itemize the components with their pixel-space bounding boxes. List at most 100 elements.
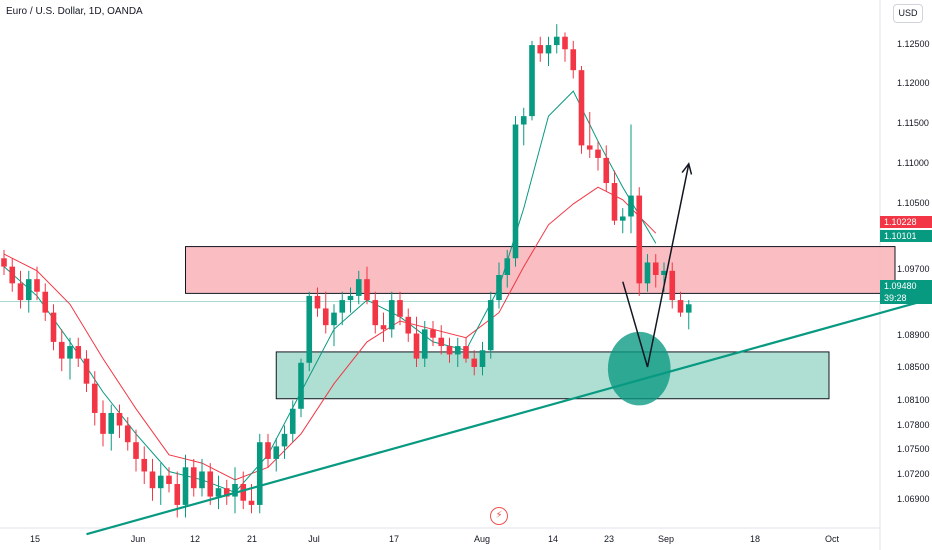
candle-body — [537, 45, 544, 54]
candle-body — [520, 116, 527, 125]
x-tick-label: 21 — [246, 534, 258, 544]
y-tick-label: 1.07800 — [897, 420, 930, 430]
candle-body — [619, 216, 626, 221]
candle-body — [397, 300, 403, 317]
y-tick-label: 1.10500 — [897, 198, 930, 208]
candle-body — [339, 300, 346, 313]
candle-body — [322, 308, 329, 326]
candle-body — [157, 475, 164, 489]
x-tick-label: 23 — [603, 534, 615, 544]
candle-body — [463, 346, 469, 359]
x-tick-label: 15 — [29, 534, 41, 544]
y-tick-label: 1.08500 — [897, 362, 930, 372]
candle-body — [611, 183, 618, 221]
candle-body — [58, 341, 65, 359]
candle-body — [75, 346, 82, 359]
candle-body — [661, 270, 667, 275]
candle-body — [512, 124, 519, 259]
candle-body — [504, 258, 511, 275]
candle-body — [174, 484, 181, 505]
y-tick-label: 1.12000 — [897, 78, 930, 88]
candle-body — [380, 325, 387, 330]
candle-body — [430, 329, 436, 338]
candle-body — [141, 458, 148, 472]
candle-body — [182, 467, 189, 505]
candle-body — [413, 333, 420, 359]
candle-body — [669, 270, 676, 301]
candle-body — [50, 312, 57, 342]
x-tick-label: Oct — [824, 534, 840, 544]
candle-body — [240, 484, 247, 501]
y-tick-label: 1.08100 — [897, 395, 930, 405]
candle-body — [347, 295, 354, 301]
candle-body — [34, 279, 40, 292]
candle-body — [545, 45, 552, 54]
y-tick-label: 1.12500 — [897, 39, 930, 49]
projection-path — [622, 163, 690, 368]
candle-body — [215, 488, 222, 497]
candle-body — [248, 500, 255, 505]
candle-body — [372, 300, 379, 326]
candle-body — [644, 262, 651, 284]
candle-body — [331, 312, 337, 326]
candle-body — [578, 70, 585, 146]
candle-body — [133, 442, 139, 459]
candle-body — [388, 300, 395, 330]
candle-body — [108, 412, 115, 434]
candle-body — [628, 195, 634, 217]
candle-body — [124, 425, 131, 443]
candle-body — [364, 279, 370, 301]
candle-body — [553, 36, 560, 46]
candle-body — [355, 279, 362, 296]
candle-body — [25, 279, 32, 301]
y-tick-label: 1.08900 — [897, 330, 930, 340]
candle-body — [42, 291, 49, 313]
x-tick-label: Jun — [130, 534, 146, 544]
y-tick-label: 1.06900 — [897, 494, 930, 504]
candle-body — [232, 484, 238, 497]
candle-body — [421, 329, 428, 359]
candle-body — [314, 295, 321, 309]
candle-body — [446, 346, 453, 355]
candle-body — [570, 49, 577, 71]
currency-selector-button[interactable]: USD — [893, 4, 923, 23]
candle-body — [586, 145, 593, 150]
y-tick-label: 1.11000 — [897, 158, 929, 168]
candle-body — [116, 412, 123, 426]
candle-body — [685, 304, 692, 313]
x-tick-label: Jul — [308, 534, 320, 544]
candle-body — [306, 295, 313, 363]
candle-body — [529, 45, 535, 117]
target-ellipse — [607, 331, 671, 406]
last-price-value: 1.09480 — [884, 281, 917, 291]
resistance-zone — [185, 246, 896, 294]
moving-average-red-line — [3, 186, 657, 481]
candle-body — [677, 300, 684, 313]
candle-body — [636, 195, 643, 284]
candle-body — [83, 358, 90, 384]
candle-body — [454, 346, 461, 355]
candle-body — [223, 488, 230, 497]
bar-countdown: 39:28 — [884, 293, 907, 303]
x-tick-label: 17 — [388, 534, 400, 544]
tradingview-logo-icon[interactable]: ⚡ — [490, 507, 508, 525]
y-tick-label: 1.07200 — [897, 469, 930, 479]
y-tick-label: 1.11500 — [897, 118, 929, 128]
candle-body — [471, 358, 478, 367]
candle-body — [91, 383, 98, 413]
candle-body — [496, 275, 502, 301]
candle-body — [595, 149, 601, 158]
candle-body — [256, 442, 263, 505]
candle-body — [479, 350, 486, 367]
y-tick-label: 1.09700 — [897, 264, 930, 274]
candle-body — [17, 283, 24, 301]
support-zone — [275, 351, 830, 400]
last-price-badge: 1.09480 39:28 — [880, 280, 932, 304]
ascending-trendline — [86, 297, 932, 536]
x-tick-label: 18 — [749, 534, 761, 544]
candle-body — [438, 337, 445, 347]
candle-body — [652, 262, 659, 275]
x-tick-label: Aug — [473, 534, 491, 544]
ma-red-price-badge: 1.10228 — [880, 216, 932, 228]
